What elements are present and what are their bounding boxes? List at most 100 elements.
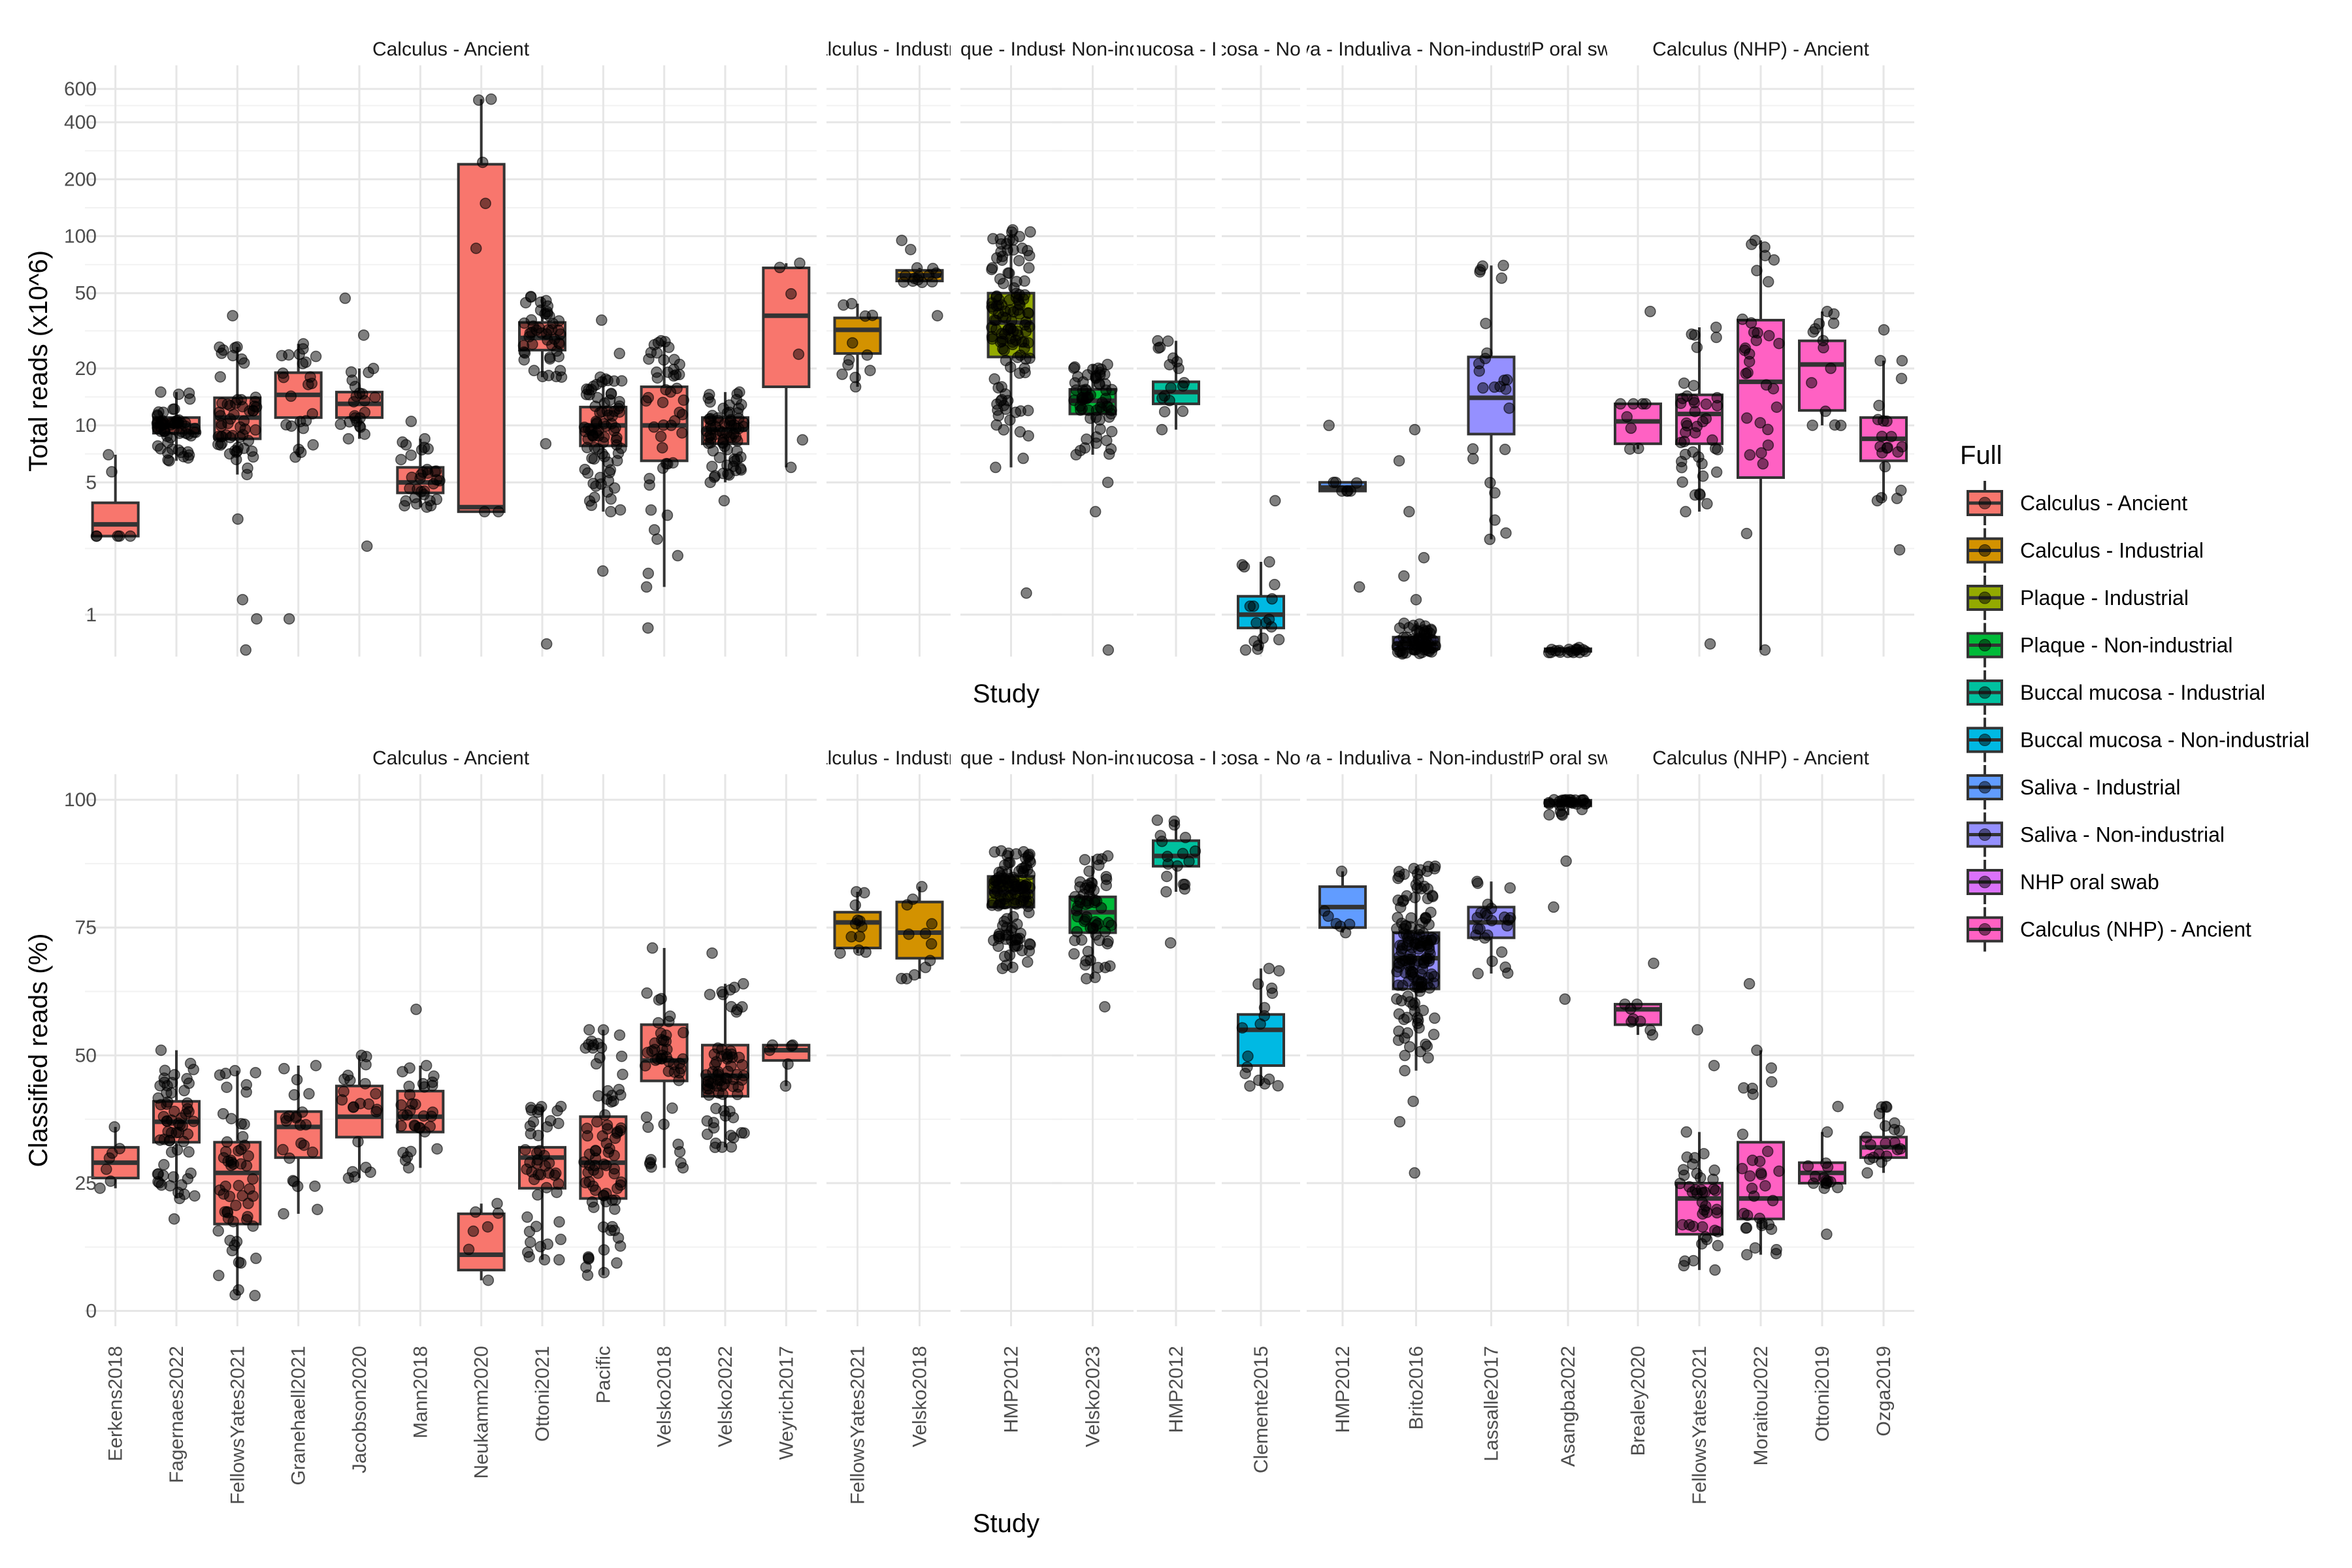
data-point <box>1498 374 1510 386</box>
data-point <box>1079 854 1091 866</box>
data-point <box>658 1119 670 1130</box>
data-point <box>591 391 604 404</box>
data-point <box>1019 362 1030 374</box>
data-point <box>227 310 238 321</box>
data-point <box>1257 632 1269 644</box>
data-point <box>583 1024 595 1036</box>
facet-panel: Buccal mucosa - Industrial HMP2012 <box>1137 747 1215 1433</box>
data-point <box>581 1122 593 1134</box>
x-tick-label: FellowsYates2021 <box>227 1346 248 1505</box>
data-point <box>792 348 805 360</box>
data-point <box>1092 853 1103 866</box>
data-point <box>1497 259 1509 272</box>
data-point <box>1236 1022 1249 1034</box>
data-point <box>602 1085 614 1097</box>
facet-panel: Saliva - Industrial <box>1307 39 1379 657</box>
legend-key-point <box>1978 591 1991 604</box>
plot-panels: Calculus - Ancient Calculus - IndustrialP… <box>24 39 1914 1538</box>
data-point <box>796 434 809 446</box>
data-point <box>405 416 417 427</box>
data-point <box>278 371 289 384</box>
data-point <box>1678 1260 1690 1272</box>
data-point <box>988 881 1000 893</box>
jitter-points <box>277 1060 323 1220</box>
data-point <box>1821 1126 1833 1138</box>
data-point <box>94 1183 106 1194</box>
data-point <box>220 1068 232 1079</box>
data-point <box>1003 881 1015 892</box>
data-point <box>278 1208 289 1220</box>
data-point <box>1749 1242 1761 1254</box>
data-point <box>1759 241 1771 253</box>
data-point <box>701 1079 713 1092</box>
jitter-points <box>986 224 1036 599</box>
data-point <box>405 449 417 461</box>
data-point <box>534 1241 547 1252</box>
data-point <box>1880 1100 1892 1113</box>
data-point <box>1260 617 1272 629</box>
data-point <box>605 506 617 517</box>
jitter-points <box>1674 1024 1724 1276</box>
data-point <box>342 433 355 445</box>
data-point <box>731 435 743 447</box>
data-point <box>643 353 655 365</box>
data-point <box>1087 923 1099 935</box>
data-point <box>1806 419 1818 431</box>
data-point <box>108 1121 120 1133</box>
x-tick-label: FellowsYates2021 <box>1689 1346 1710 1505</box>
data-point <box>1754 417 1766 429</box>
data-point <box>310 1060 322 1071</box>
data-point <box>482 1274 495 1286</box>
facet-strip-label: NHP oral swab <box>1503 747 1633 769</box>
data-point <box>645 1154 657 1166</box>
data-point <box>1757 458 1769 470</box>
data-point <box>644 479 655 491</box>
data-point <box>916 276 928 288</box>
data-point <box>1624 443 1636 455</box>
data-point <box>613 406 625 418</box>
data-point <box>605 388 617 400</box>
data-point <box>169 1105 180 1117</box>
data-point <box>642 567 655 580</box>
data-point <box>1711 392 1723 404</box>
data-point <box>278 1062 290 1075</box>
data-point <box>1707 1173 1719 1185</box>
data-point <box>183 449 195 461</box>
data-point <box>721 427 732 439</box>
data-point <box>1688 380 1700 391</box>
data-point <box>787 1039 798 1051</box>
data-point <box>158 1158 170 1171</box>
data-point <box>247 1190 259 1202</box>
jitter-points <box>1737 235 1785 656</box>
jitter-points <box>1806 306 1847 431</box>
data-point <box>540 438 552 449</box>
data-point <box>1704 638 1716 650</box>
data-point <box>845 298 858 310</box>
data-point <box>348 396 360 408</box>
data-point <box>235 1118 247 1130</box>
data-point <box>1393 866 1405 877</box>
data-point <box>235 421 246 433</box>
study-group <box>762 65 811 657</box>
data-point <box>1767 1194 1779 1207</box>
legend-key-point <box>1978 923 1991 936</box>
data-point <box>596 448 608 460</box>
data-point <box>1399 1065 1411 1077</box>
data-point <box>1353 581 1365 593</box>
data-point <box>1813 318 1825 330</box>
data-point <box>1708 1060 1720 1071</box>
data-point <box>1882 442 1893 453</box>
data-point <box>1886 431 1897 442</box>
x-tick-label: HMP2012 <box>1001 1346 1022 1433</box>
data-point <box>1488 381 1501 393</box>
facet-strip-label: Plaque - Non-industrial <box>993 747 1192 769</box>
data-point <box>312 1203 323 1215</box>
y-tick-label: 50 <box>75 283 97 304</box>
data-point <box>1004 361 1017 373</box>
data-point <box>1867 1151 1880 1164</box>
study-group <box>90 65 140 657</box>
data-point <box>581 467 594 479</box>
data-point <box>1676 476 1688 488</box>
study-group: FellowsYates2021 <box>212 774 262 1505</box>
data-point <box>1413 1022 1425 1034</box>
